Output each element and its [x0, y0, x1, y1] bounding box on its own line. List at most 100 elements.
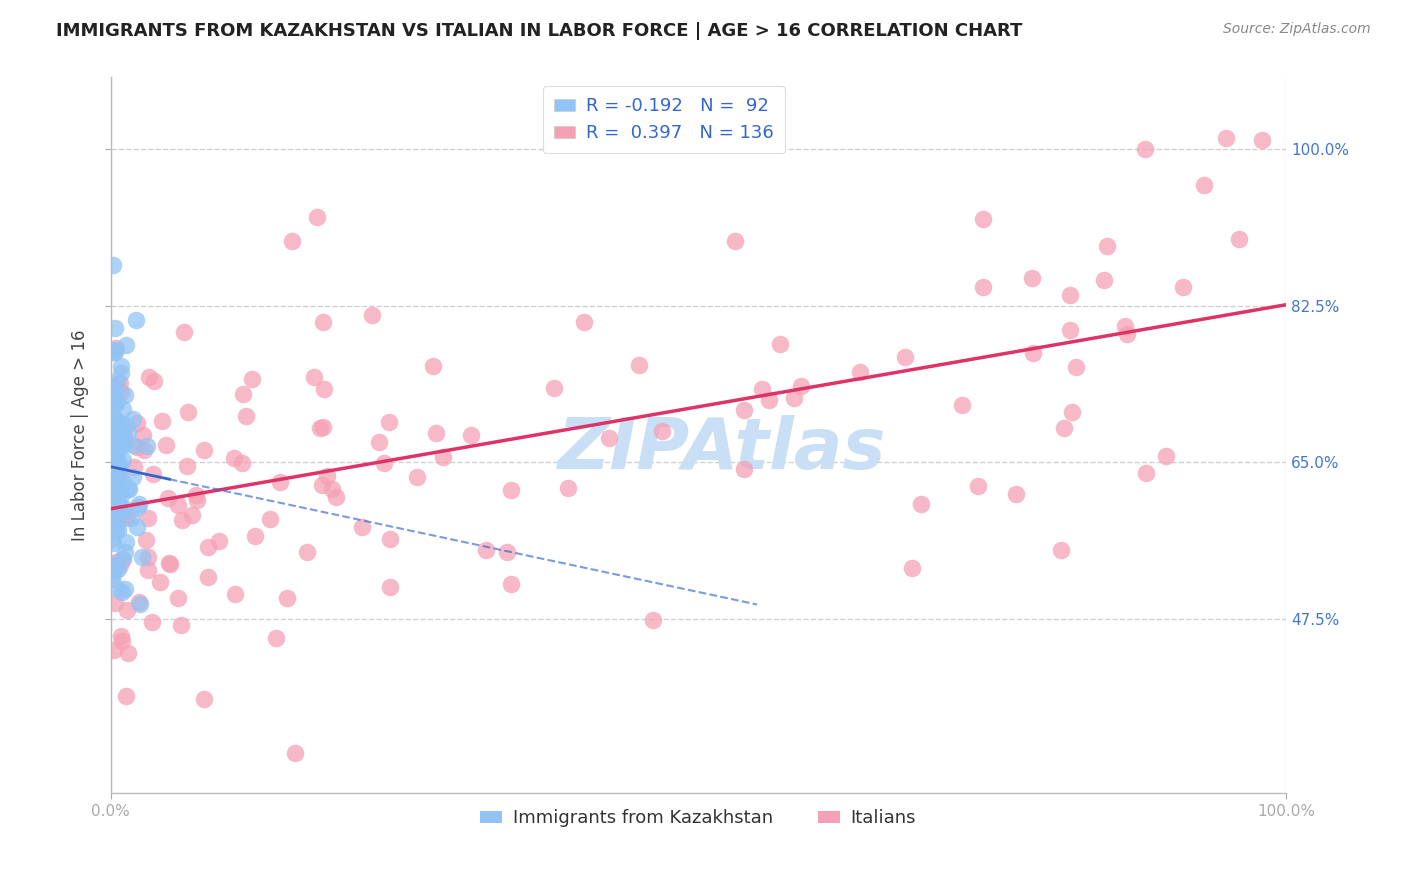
- Point: [769, 337, 792, 351]
- Point: [135, 440, 157, 454]
- Point: [972, 279, 994, 293]
- Point: [105, 516, 128, 531]
- Point: [115, 534, 138, 549]
- Point: [135, 533, 157, 548]
- Point: [1059, 323, 1081, 337]
- Point: [101, 508, 124, 522]
- Point: [170, 513, 193, 527]
- Point: [110, 437, 132, 451]
- Point: [368, 434, 391, 449]
- Point: [966, 479, 988, 493]
- Point: [312, 420, 335, 434]
- Point: [108, 376, 131, 390]
- Point: [117, 425, 139, 440]
- Point: [177, 405, 200, 419]
- Point: [112, 475, 135, 490]
- Point: [724, 234, 747, 248]
- Point: [496, 545, 519, 559]
- Point: [104, 442, 127, 456]
- Point: [1192, 178, 1215, 192]
- Point: [111, 585, 134, 599]
- Point: [111, 633, 134, 648]
- Point: [125, 520, 148, 534]
- Point: [284, 746, 307, 760]
- Point: [166, 591, 188, 605]
- Point: [598, 431, 620, 445]
- Point: [378, 580, 401, 594]
- Point: [101, 500, 124, 514]
- Point: [475, 543, 498, 558]
- Point: [105, 418, 128, 433]
- Point: [122, 412, 145, 426]
- Point: [104, 517, 127, 532]
- Point: [311, 478, 333, 492]
- Point: [142, 467, 165, 481]
- Point: [127, 500, 149, 514]
- Point: [110, 366, 132, 380]
- Text: IMMIGRANTS FROM KAZAKHSTAN VS ITALIAN IN LABOR FORCE | AGE > 16 CORRELATION CHAR: IMMIGRANTS FROM KAZAKHSTAN VS ITALIAN IN…: [56, 22, 1022, 40]
- Point: [101, 386, 124, 401]
- Point: [643, 613, 665, 627]
- Point: [901, 561, 924, 575]
- Point: [105, 374, 128, 388]
- Point: [115, 508, 138, 522]
- Point: [849, 365, 872, 379]
- Point: [1059, 288, 1081, 302]
- Point: [101, 258, 124, 272]
- Point: [105, 555, 128, 569]
- Point: [302, 370, 325, 384]
- Point: [104, 596, 127, 610]
- Point: [1227, 231, 1250, 245]
- Point: [104, 321, 127, 335]
- Point: [1115, 326, 1137, 341]
- Point: [136, 511, 159, 525]
- Point: [309, 421, 332, 435]
- Point: [281, 234, 304, 248]
- Point: [117, 646, 139, 660]
- Point: [103, 461, 125, 475]
- Point: [208, 533, 231, 548]
- Point: [111, 402, 134, 417]
- Point: [103, 427, 125, 442]
- Point: [1005, 487, 1028, 501]
- Point: [112, 500, 135, 515]
- Point: [101, 572, 124, 586]
- Point: [245, 529, 267, 543]
- Point: [499, 483, 522, 497]
- Point: [114, 388, 136, 402]
- Point: [972, 212, 994, 227]
- Point: [115, 602, 138, 616]
- Point: [141, 615, 163, 630]
- Point: [110, 385, 132, 400]
- Point: [1053, 421, 1076, 435]
- Point: [114, 545, 136, 559]
- Point: [169, 618, 191, 632]
- Point: [783, 391, 806, 405]
- Point: [112, 438, 135, 452]
- Point: [101, 446, 124, 460]
- Point: [557, 481, 579, 495]
- Legend: Immigrants from Kazakhstan, Italians: Immigrants from Kazakhstan, Italians: [474, 802, 924, 834]
- Point: [432, 450, 454, 465]
- Point: [105, 582, 128, 596]
- Point: [184, 488, 207, 502]
- Point: [101, 379, 124, 393]
- Point: [910, 497, 932, 511]
- Point: [104, 424, 127, 438]
- Point: [107, 562, 129, 576]
- Point: [264, 632, 287, 646]
- Point: [197, 540, 219, 554]
- Point: [111, 551, 134, 566]
- Point: [110, 488, 132, 502]
- Point: [1064, 359, 1087, 374]
- Point: [425, 425, 447, 440]
- Point: [110, 416, 132, 430]
- Point: [114, 582, 136, 596]
- Point: [107, 428, 129, 442]
- Point: [1021, 346, 1043, 360]
- Point: [1251, 133, 1274, 147]
- Point: [143, 374, 166, 388]
- Point: [176, 458, 198, 473]
- Point: [110, 629, 132, 643]
- Point: [112, 430, 135, 444]
